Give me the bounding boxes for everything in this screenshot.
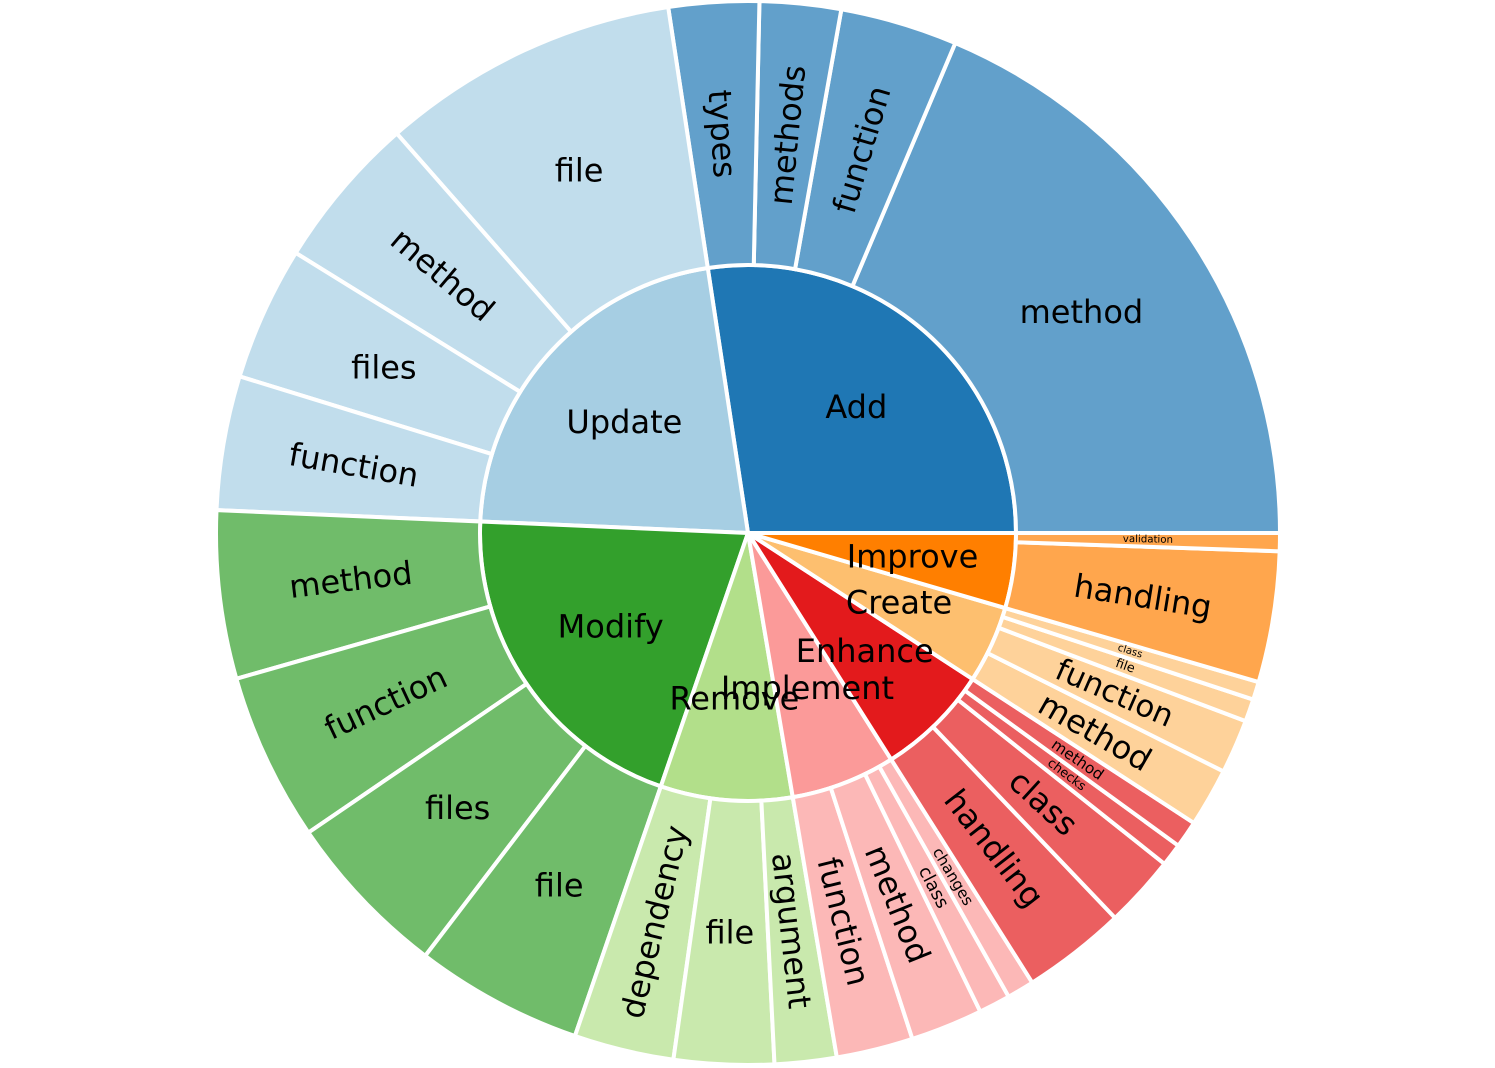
- segment-improve-validation[interactable]: [1013, 531, 1283, 554]
- inner-ring: [478, 263, 1019, 803]
- segment-add-method[interactable]: [849, 40, 1283, 535]
- outer-ring: [214, 0, 1283, 1067]
